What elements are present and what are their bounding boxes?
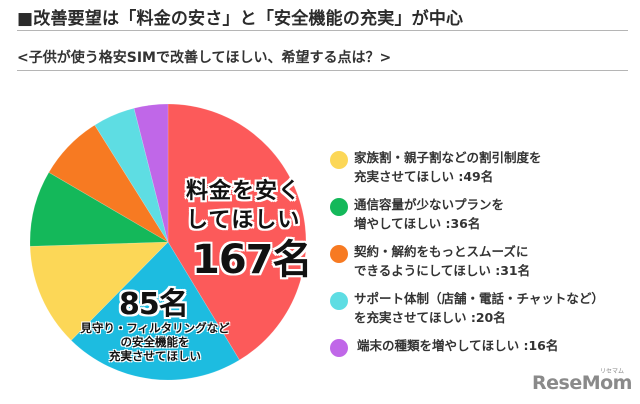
red-slice-label-line2: してほしい <box>186 208 301 233</box>
red-slice-label-line1: 料金を安く <box>186 179 302 204</box>
legend-swatch-orange-icon <box>330 245 348 263</box>
legend-label-line2: できるようにしてほしい :31名 <box>354 263 531 278</box>
legend-label-line1: サポート体制（店舗・電話・チャットなど） <box>354 291 604 306</box>
legend-item-smooth-contract: 契約・解約をもっとスムーズに できるようにしてほしい :31名 <box>330 242 630 280</box>
pie-slice-purple <box>133 103 169 243</box>
legend-swatch-purple-icon <box>330 339 348 357</box>
legend-swatch-cyan-icon <box>330 292 348 310</box>
pie-slices <box>29 103 307 381</box>
pie-slice-blue <box>70 241 240 381</box>
pie-slice-orange <box>48 124 169 243</box>
legend-item-discount: 家族割・親子割などの割引制度を 充実させてほしい :49名 <box>330 148 630 186</box>
chart-subtitle: <子供が使う格安SIMで改善してほしい、希望する点は？> <box>17 50 392 66</box>
pie-slice-yellow <box>29 241 169 341</box>
blue-slice-label-line1: 見守り・フィルタリングなど <box>80 321 230 335</box>
legend-label-line2: 充実させてほしい :49名 <box>354 169 494 184</box>
legend-item-support: サポート体制（店舗・電話・チャットなど） を充実させてほしい :20名 <box>330 289 630 327</box>
legend-label-line1: 家族割・親子割などの割引制度を <box>354 150 542 165</box>
resemom-logo-kana: リセマム <box>600 368 625 375</box>
pie-slice-red <box>167 103 307 361</box>
subtitle-divider <box>17 70 628 71</box>
title-divider <box>17 30 628 31</box>
legend-item-low-data-plan: 通信容量が少ないプランを 増やしてほしい :36名 <box>330 195 630 233</box>
legend-swatch-green-icon <box>330 198 348 216</box>
legend-label-line2: 増やしてほしい :36名 <box>354 216 481 231</box>
blue-slice-label-line2: の安全機能を <box>120 335 190 349</box>
chart-title: ■改善要望は「料金の安さ」と「安全機能の充実」が中心 <box>17 9 464 29</box>
legend-swatch-yellow-icon <box>330 151 348 169</box>
legend-label-line1: 契約・解約をもっとスムーズに <box>354 244 529 259</box>
pie-slice-green <box>29 171 170 247</box>
chart-legend: 家族割・親子割などの割引制度を 充実させてほしい :49名 通信容量が少ないプラ… <box>330 148 630 366</box>
legend-item-device-variety: 端末の種類を増やしてほしい :16名 <box>330 336 630 357</box>
pie-slice-cyan <box>94 107 169 243</box>
legend-label-line2: を充実させてほしい :20名 <box>354 310 506 325</box>
red-slice-value: 167名 <box>192 237 312 283</box>
blue-slice-value: 85名 <box>119 287 189 322</box>
legend-label-line1: 通信容量が少ないプランを <box>354 197 505 212</box>
resemom-logo: ReseMom <box>532 372 632 394</box>
legend-label-line1: 端末の種類を増やしてほしい :16名 <box>357 338 559 353</box>
blue-slice-label-line3: 充実させてほしい <box>109 349 201 363</box>
